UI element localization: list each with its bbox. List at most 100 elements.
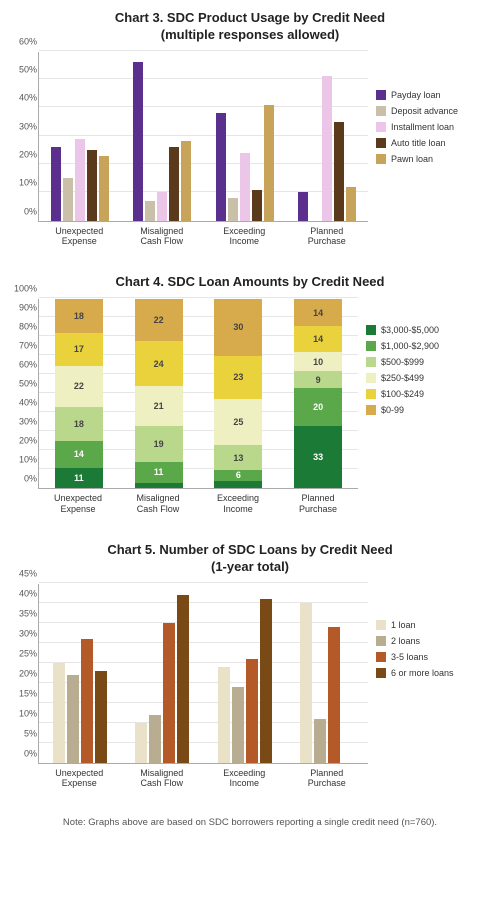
chart3-bar — [51, 147, 61, 221]
legend-item: $500-$999 — [366, 357, 439, 367]
y-tick: 60% — [11, 37, 37, 46]
legend-swatch — [366, 405, 376, 415]
chart4-segment: 21 — [135, 386, 183, 426]
chart4-stack: 1119212422 — [135, 299, 183, 488]
y-tick: 30% — [11, 629, 37, 638]
chart3-bar — [322, 76, 332, 221]
chart5-title: Chart 5. Number of SDC Loans by Credit N… — [8, 542, 492, 576]
grid-line — [39, 297, 358, 298]
legend-item: $0-99 — [366, 405, 439, 415]
chart4-segment: 22 — [55, 366, 103, 408]
legend-item: $250-$499 — [366, 373, 439, 383]
footer-note: Note: Graphs above are based on SDC borr… — [8, 817, 492, 828]
chart5-bar — [218, 667, 230, 763]
chart5-bar — [135, 723, 147, 763]
chart4-group: 613252330 — [199, 299, 279, 488]
y-tick: 20% — [11, 669, 37, 678]
chart5-group — [39, 584, 121, 763]
y-tick: 70% — [11, 342, 37, 351]
chart3-legend: Payday loan Deposit advance Installment lo… — [376, 90, 458, 164]
chart3-bar — [87, 150, 97, 221]
chart4-segment: 11 — [135, 462, 183, 483]
y-tick: 100% — [11, 285, 37, 294]
chart3-group — [39, 52, 121, 221]
chart3-bar — [298, 192, 308, 220]
legend-swatch — [376, 154, 386, 164]
chart4-group: 1119212422 — [119, 299, 199, 488]
x-label: ExceedingIncome — [203, 226, 286, 247]
chart5-bar — [67, 675, 79, 763]
chart5-bar — [328, 627, 340, 763]
legend-label: 3-5 loans — [391, 652, 428, 662]
legend-swatch — [366, 373, 376, 383]
chart4-group: 33209101414 — [278, 299, 358, 488]
y-tick: 0% — [11, 475, 37, 484]
x-label: UnexpectedExpense — [38, 493, 118, 514]
chart5-bar — [314, 719, 326, 763]
chart3-bar — [334, 122, 344, 221]
chart5-bar — [149, 715, 161, 763]
x-label: PlannedPurchase — [286, 226, 369, 247]
y-tick: 50% — [11, 380, 37, 389]
y-tick: 45% — [11, 569, 37, 578]
y-tick: 80% — [11, 323, 37, 332]
x-label: ExceedingIncome — [203, 768, 286, 789]
chart5-bar — [53, 663, 65, 763]
chart4-segment: 22 — [135, 299, 183, 341]
chart4-segment: 11 — [55, 468, 103, 489]
legend-item: $1,000-$2,900 — [366, 341, 439, 351]
chart4-x-axis: UnexpectedExpenseMisalignedCash FlowExce… — [38, 493, 358, 514]
x-label: MisalignedCash Flow — [121, 226, 204, 247]
legend-label: 6 or more loans — [391, 668, 454, 678]
y-tick: 20% — [11, 437, 37, 446]
y-tick: 30% — [11, 418, 37, 427]
y-tick: 10% — [11, 456, 37, 465]
chart3-bar — [133, 62, 143, 221]
chart5-plot: 0%5%10%15%20%25%30%35%40%45% — [38, 584, 368, 764]
grid-line — [39, 582, 368, 583]
legend-item: Payday loan — [376, 90, 458, 100]
chart4-y-axis: 0%10%20%30%40%50%60%70%80%90%100% — [11, 299, 37, 488]
chart4-segment: 20 — [294, 388, 342, 426]
y-tick: 15% — [11, 689, 37, 698]
chart5-bar — [163, 623, 175, 763]
chart4-segment: 14 — [294, 299, 342, 325]
legend-item: Auto title loan — [376, 138, 458, 148]
chart4-segment: 9 — [294, 371, 342, 388]
chart4-segment: 10 — [294, 352, 342, 371]
chart3: Chart 3. SDC Product Usage by Credit Nee… — [8, 10, 492, 246]
chart5-legend: 1 loan2 loans3-5 loans6 or more loans — [376, 620, 454, 678]
chart3-bar — [75, 139, 85, 221]
chart4: Chart 4. SDC Loan Amounts by Credit Need… — [8, 274, 492, 514]
chart4-stack: 33209101414 — [294, 299, 342, 488]
legend-item: Deposit advance — [376, 106, 458, 116]
chart5-x-axis: UnexpectedExpenseMisalignedCash FlowExce… — [38, 768, 368, 789]
legend-label: $1,000-$2,900 — [381, 341, 439, 351]
chart4-segment: 13 — [214, 445, 262, 469]
chart5-bar — [177, 595, 189, 763]
chart4-legend: $3,000-$5,000$1,000-$2,900$500-$999$250-… — [366, 325, 439, 415]
chart5-group — [286, 584, 368, 763]
legend-swatch — [376, 620, 386, 630]
chart3-bar — [346, 187, 356, 221]
chart3-bar — [169, 147, 179, 221]
chart3-bar — [63, 178, 73, 221]
chart3-bar — [216, 113, 226, 221]
chart3-bar — [264, 105, 274, 221]
legend-swatch — [376, 652, 386, 662]
y-tick: 60% — [11, 361, 37, 370]
legend-label: $0-99 — [381, 405, 404, 415]
chart4-group: 111418221718 — [39, 299, 119, 488]
chart3-bar — [228, 198, 238, 221]
chart5-y-axis: 0%5%10%15%20%25%30%35%40%45% — [11, 584, 37, 763]
chart5-bar — [232, 687, 244, 763]
legend-item: 1 loan — [376, 620, 454, 630]
y-tick: 40% — [11, 589, 37, 598]
chart5: Chart 5. Number of SDC Loans by Credit N… — [8, 542, 492, 788]
chart5-bar — [260, 599, 272, 763]
chart4-segment: 33 — [294, 426, 342, 488]
legend-label: Installment loan — [391, 122, 454, 132]
chart3-group — [204, 52, 286, 221]
y-tick: 90% — [11, 304, 37, 313]
legend-item: $100-$249 — [366, 389, 439, 399]
